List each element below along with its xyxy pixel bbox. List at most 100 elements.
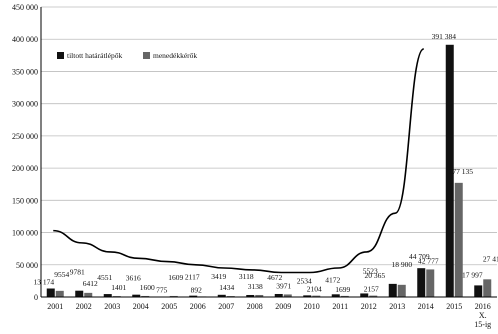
y-tick-label: 450 000 [12,3,38,12]
data-label: 4672 [267,273,282,282]
bar-asylum-seekers [169,295,178,297]
bar-asylum-seekers [84,292,93,297]
trend-line-group [53,48,425,274]
x-tick-label: 2011 [332,302,348,311]
bar-border-crossers [75,290,84,297]
y-tick-label: 200 000 [12,164,38,173]
bar-border-crossers [46,288,55,297]
y-tick-label: 50 000 [16,261,38,270]
data-label: 3419 [211,272,226,281]
legend-label: menedékkérők [153,51,197,60]
x-tick-label: 2002 [76,302,92,311]
data-label: 9781 [70,268,85,277]
data-label: 391 384 [432,32,457,41]
data-label: 4551 [97,273,112,282]
y-tick-label: 0 [34,293,38,302]
bar-asylum-seekers [312,295,321,297]
data-label: 1401 [111,283,126,292]
data-label: 775 [156,286,168,295]
bar-border-crossers [388,283,397,297]
legend-label: tiltott határátlépők [67,51,122,60]
data-label: 27 41 [483,254,498,263]
x-tick-label: 2005 [161,302,177,311]
y-tick-label: 300 000 [12,100,38,109]
bar-border-crossers [274,293,283,297]
bar-border-crossers [217,294,226,297]
data-label: 1600 [140,283,155,292]
data-label: 3118 [239,272,254,281]
bar-asylum-seekers [397,284,406,297]
x-tick-label: 2001 [47,302,63,311]
data-label: 1609 [168,273,183,282]
y-tick-label: 100 000 [12,229,38,238]
y-tick-label: 400 000 [12,35,38,44]
legend: tiltott határátlépők menedékkérők [57,51,197,60]
data-label: 892 [191,285,203,294]
bar-asylum-seekers [454,182,463,297]
bar-border-crossers [189,295,198,297]
x-tick-label: 2013 [389,302,405,311]
x-tick-label: 2009 [275,302,291,311]
data-label: 1434 [219,283,234,292]
bar-border-crossers [246,294,255,297]
bar-asylum-seekers [483,279,492,297]
x-tick-label-line3: 15-ig [474,320,491,329]
bar-asylum-seekers [283,294,292,297]
y-tick-label: 150 000 [12,196,38,205]
data-label: 3616 [126,274,141,283]
y-tick-label: 350 000 [12,67,38,76]
trend-line [53,48,425,274]
bar-border-crossers [474,285,483,297]
data-label: 18 900 [391,260,412,269]
data-label: 3971 [276,281,291,290]
data-label: 2157 [364,285,379,294]
bars [46,44,492,298]
bar-asylum-seekers [141,295,150,297]
x-tick-label: 2015 [446,302,462,311]
x-tick-label: 2010 [304,302,320,311]
bar-border-crossers [132,294,141,297]
x-tick-label-line2: X. [479,311,487,320]
bar-asylum-seekers [55,290,64,297]
bar-border-crossers [103,294,112,297]
bar-asylum-seekers [426,269,435,297]
data-label: 20 365 [364,271,385,280]
bar-border-crossers [303,295,312,297]
data-label: 42 777 [418,256,439,265]
bar-border-crossers [331,294,340,297]
bar-border-crossers [417,268,426,297]
data-label: 1699 [335,285,350,294]
legend-swatch [57,52,64,59]
legend-swatch [143,52,150,59]
y-tick-label: 250 000 [12,132,38,141]
bar-asylum-seekers [340,295,349,297]
data-label: 5523 [363,266,378,275]
grid-lines [41,6,497,298]
data-label: 13 174 [33,278,54,287]
data-label: 3138 [248,282,263,291]
x-tick-label: 2008 [247,302,263,311]
x-axis: 2001 2002 2003 2004 2005 2006 2007 2008 2009 2010… [41,296,497,329]
bar-border-crossers [445,44,454,298]
data-label: 4172 [325,275,340,284]
x-tick-label: 2014 [418,302,434,311]
y-axis: 0 50 000 100 000 150 000 200 000 250 000 300 0… [12,3,42,302]
data-label: 44 709 [409,252,430,261]
data-label: 2534 [297,276,312,285]
data-label: 2104 [307,285,322,294]
data-label: 6412 [83,279,98,288]
data-label: 177 135 [449,167,474,176]
bar-asylum-seekers [255,294,264,297]
x-tick-label: 2012 [361,302,377,311]
data-label: 9554 [54,270,69,279]
x-tick-label: 2004 [133,302,149,311]
data-label: 17 997 [462,270,483,279]
x-tick-label: 2003 [104,302,120,311]
data-label: 2117 [185,273,200,282]
x-tick-label: 2006 [190,302,206,311]
x-tick-label: 2016 [475,302,491,311]
bar-border-crossers [360,293,369,297]
